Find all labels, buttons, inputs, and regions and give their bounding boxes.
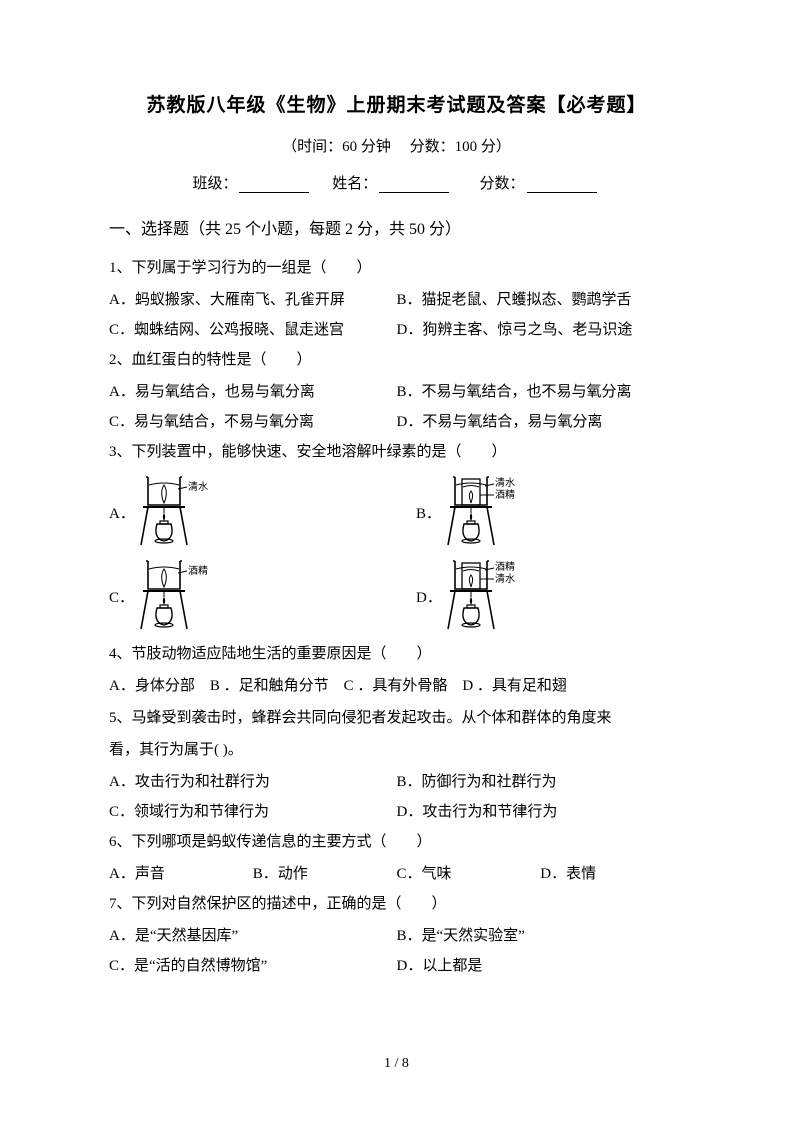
q7-opt-a: A．是“天然基因库” <box>109 921 397 951</box>
q1-stem: 1、下列属于学习行为的一组是（ ） <box>109 253 684 283</box>
q3-label-c: C． <box>109 586 131 607</box>
q7-opt-b: B．是“天然实验室” <box>397 921 685 951</box>
q2-opt-a: A．易与氧结合，也易与氧分离 <box>109 377 397 407</box>
q1-options-row2: C．蜘蛛结网、公鸡报晓、鼠走迷宫 D．狗辨主客、惊弓之鸟、老马识途 <box>109 315 684 345</box>
q2-opt-d: D．不易与氧结合，易与氧分离 <box>397 407 685 437</box>
q3-row-cd: C． 酒精 D． <box>109 557 684 635</box>
q3-diagram-a: 清水 <box>131 473 219 551</box>
q3-row-ab: A． 清水 B． <box>109 473 684 551</box>
q3-label-d: D． <box>416 586 438 607</box>
q5-stem-2: 看，其行为属于( )。 <box>109 735 684 765</box>
q1-options-row1: A．蚂蚁搬家、大雁南飞、孔雀开屏 B．猫捉老鼠、尺蠖拟态、鹦鹉学舌 <box>109 285 684 315</box>
q1-opt-b: B．猫捉老鼠、尺蠖拟态、鹦鹉学舌 <box>397 285 685 315</box>
q6-opt-d: D．表情 <box>540 859 684 889</box>
q3-label-b: B． <box>416 502 438 523</box>
q3-diagram-d: 酒精 清水 <box>438 557 526 635</box>
page-title: 苏教版八年级《生物》上册期末考试题及答案【必考题】 <box>109 90 684 117</box>
q3-diagram-c: 酒精 <box>131 557 219 635</box>
name-label: 姓名： <box>332 176 377 192</box>
student-info-line: 班级： 姓名： 分数： <box>109 172 684 193</box>
q3-diagram-b: 清水 酒精 <box>438 473 526 551</box>
score-blank[interactable] <box>527 177 597 193</box>
q5-options-row2: C．领域行为和节律行为 D．攻击行为和节律行为 <box>109 797 684 827</box>
q2-options-row2: C．易与氧结合，不易与氧分离 D．不易与氧结合，易与氧分离 <box>109 407 684 437</box>
q5-opt-d: D．攻击行为和节律行为 <box>397 797 685 827</box>
q2-options-row1: A．易与氧结合，也易与氧分离 B．不易与氧结合，也不易与氧分离 <box>109 377 684 407</box>
section-1-heading: 一、选择题（共 25 个小题，每题 2 分，共 50 分） <box>109 215 684 239</box>
q3-label-a: A． <box>109 502 131 523</box>
q3-stem: 3、下列装置中，能够快速、安全地溶解叶绿素的是（ ） <box>109 437 684 467</box>
q2-opt-b: B．不易与氧结合，也不易与氧分离 <box>397 377 685 407</box>
name-blank[interactable] <box>379 177 449 193</box>
q7-options-row1: A．是“天然基因库” B．是“天然实验室” <box>109 921 684 951</box>
svg-text:酒精: 酒精 <box>495 560 515 573</box>
svg-text:酒精: 酒精 <box>495 488 515 501</box>
q6-opt-a: A．声音 <box>109 859 253 889</box>
q6-opt-c: C．气味 <box>397 859 541 889</box>
svg-text:清水: 清水 <box>495 572 515 585</box>
q5-opt-b: B．防御行为和社群行为 <box>397 767 685 797</box>
q7-opt-d: D．以上都是 <box>397 951 685 981</box>
svg-text:清水: 清水 <box>188 480 208 493</box>
q7-opt-c: C．是“活的自然博物馆” <box>109 951 397 981</box>
q7-options-row2: C．是“活的自然博物馆” D．以上都是 <box>109 951 684 981</box>
q2-opt-c: C．易与氧结合，不易与氧分离 <box>109 407 397 437</box>
svg-text:酒精: 酒精 <box>188 564 208 577</box>
q1-opt-d: D．狗辨主客、惊弓之鸟、老马识途 <box>397 315 685 345</box>
q5-stem-1: 5、马蜂受到袭击时，蜂群会共同向侵犯者发起攻击。从个体和群体的角度来 <box>109 703 684 733</box>
score-label: 分数： <box>480 176 525 192</box>
page-number: 1 / 8 <box>0 1056 793 1072</box>
exam-meta: （时间：60 分钟 分数：100 分） <box>109 135 684 156</box>
q6-stem: 6、下列哪项是蚂蚁传递信息的主要方式（ ） <box>109 827 684 857</box>
exam-page: 苏教版八年级《生物》上册期末考试题及答案【必考题】 （时间：60 分钟 分数：1… <box>109 90 684 981</box>
q5-options-row1: A．攻击行为和社群行为 B．防御行为和社群行为 <box>109 767 684 797</box>
q4-options: A．身体分部 B ．足和触角分节 C ．具有外骨骼 D ．具有足和翅 <box>109 671 684 701</box>
svg-text:清水: 清水 <box>495 476 515 489</box>
q6-options: A．声音 B．动作 C．气味 D．表情 <box>109 859 684 889</box>
class-label: 班级： <box>192 176 237 192</box>
class-blank[interactable] <box>239 177 309 193</box>
q6-opt-b: B．动作 <box>253 859 397 889</box>
q1-opt-a: A．蚂蚁搬家、大雁南飞、孔雀开屏 <box>109 285 397 315</box>
q5-opt-c: C．领域行为和节律行为 <box>109 797 397 827</box>
q4-stem: 4、节肢动物适应陆地生活的重要原因是（ ） <box>109 639 684 669</box>
q5-opt-a: A．攻击行为和社群行为 <box>109 767 397 797</box>
q7-stem: 7、下列对自然保护区的描述中，正确的是（ ） <box>109 889 684 919</box>
q1-opt-c: C．蜘蛛结网、公鸡报晓、鼠走迷宫 <box>109 315 397 345</box>
q2-stem: 2、血红蛋白的特性是（ ） <box>109 345 684 375</box>
